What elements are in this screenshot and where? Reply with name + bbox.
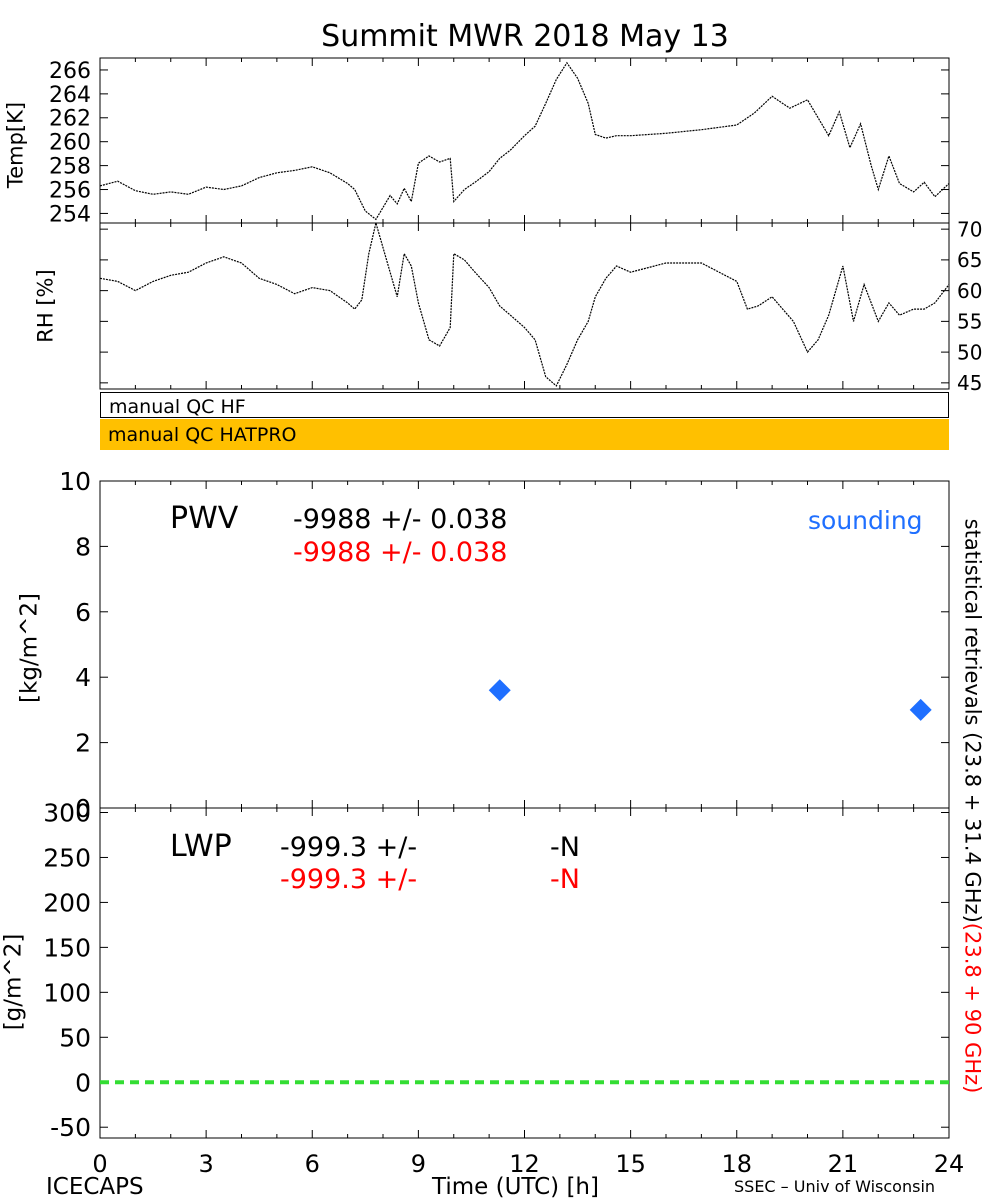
- sounding-label: sounding: [808, 506, 923, 535]
- rh-ytick-label: 60: [957, 279, 982, 303]
- sounding-point: [909, 698, 932, 721]
- qc-bar-hf-label: manual QC HF: [109, 396, 246, 418]
- temp-axis-title: Temp[K]: [3, 101, 28, 189]
- lwp-ytick-label: 50: [59, 1023, 91, 1052]
- rh-ytick-label: 50: [957, 340, 982, 364]
- qc-bar-hatpro-label: manual QC HATPRO: [108, 424, 297, 446]
- retrieval-legend-red: (23.8 + 90 GHz): [960, 922, 985, 1094]
- x-tick-label: 9: [411, 1150, 426, 1178]
- x-tick-label: 12: [509, 1150, 540, 1178]
- lwp-ytick-label: 200: [43, 888, 91, 917]
- x-tick-label: 3: [198, 1150, 213, 1178]
- lwp-value-red: -999.3 +/-: [280, 864, 418, 895]
- pwv-name: PWV: [170, 501, 239, 536]
- lwp-ytick-label: -50: [50, 1113, 91, 1142]
- pwv-ytick-label: 8: [75, 532, 91, 561]
- temp-ytick-label: 260: [49, 131, 91, 156]
- x-axis-title: Time (UTC) [h]: [432, 1174, 599, 1200]
- footer-right: SSEC – Univ of Wisconsin: [734, 1177, 936, 1196]
- pwv-axis-title: [kg/m^2]: [16, 593, 43, 703]
- temp-frame: [99, 57, 950, 224]
- lwp-ytick-label: 100: [43, 978, 91, 1007]
- lwp-axis-title: [g/m^2]: [0, 933, 27, 1031]
- lwp-n-red: -N: [550, 864, 580, 895]
- x-tick-label: 0: [92, 1150, 107, 1178]
- x-tick-label: 24: [934, 1150, 965, 1178]
- pwv-ytick-label: 6: [75, 598, 91, 627]
- x-tick-label: 18: [721, 1150, 752, 1178]
- rh-ytick-label: 45: [957, 371, 982, 395]
- footer-left: ICECAPS: [46, 1174, 144, 1200]
- lwp-ytick-label: 300: [43, 798, 91, 827]
- pwv-ytick-label: 0: [75, 794, 91, 823]
- lwp-ytick-label: 150: [43, 933, 91, 962]
- qc-bar-hatpro: manual QC HATPRO: [100, 419, 949, 450]
- temp-ytick-label: 266: [49, 59, 91, 84]
- lwp-value-black: -999.3 +/-: [280, 832, 418, 863]
- temp-ytick-label: 256: [49, 178, 91, 203]
- pwv-value-red: -9988 +/- 0.038: [293, 537, 508, 568]
- lwp-ytick-label: 250: [43, 843, 91, 872]
- temp-ytick-label: 264: [49, 83, 91, 108]
- rh-ytick-label: 55: [957, 310, 982, 334]
- rh-axis-title: RH [%]: [33, 269, 58, 343]
- rh-ytick-label: 70: [957, 217, 982, 241]
- temp-ytick-label: 258: [49, 155, 91, 180]
- pwv-value-black: -9988 +/- 0.038: [293, 504, 508, 535]
- rh-series-line: [99, 220, 950, 387]
- x-tick-label: 21: [828, 1150, 859, 1178]
- retrieval-legend: statistical retrievals (23.8 + 31.4 GHz)…: [960, 518, 985, 1094]
- rh-frame: [99, 222, 950, 390]
- x-tick-label: 15: [615, 1150, 646, 1178]
- figure-title: Summit MWR 2018 May 13: [321, 19, 729, 54]
- lwp-n-black: -N: [550, 832, 580, 863]
- retrieval-legend-black: statistical retrievals (23.8 + 31.4 GHz): [960, 518, 985, 923]
- sounding-point: [488, 679, 511, 702]
- lwp-ytick-label: 0: [75, 1068, 91, 1097]
- pwv-ytick-label: 10: [59, 467, 91, 496]
- x-tick-label: 6: [305, 1150, 320, 1178]
- pwv-ytick-label: 2: [75, 729, 91, 758]
- pwv-ytick-label: 4: [75, 663, 91, 692]
- temp-ytick-label: 262: [49, 107, 91, 132]
- rh-ytick-label: 65: [957, 248, 982, 272]
- qc-bar-hf: manual QC HF: [100, 392, 949, 418]
- temp-ytick-label: 254: [49, 202, 91, 227]
- lwp-name: LWP: [170, 829, 232, 864]
- temp-series-line: [99, 61, 950, 221]
